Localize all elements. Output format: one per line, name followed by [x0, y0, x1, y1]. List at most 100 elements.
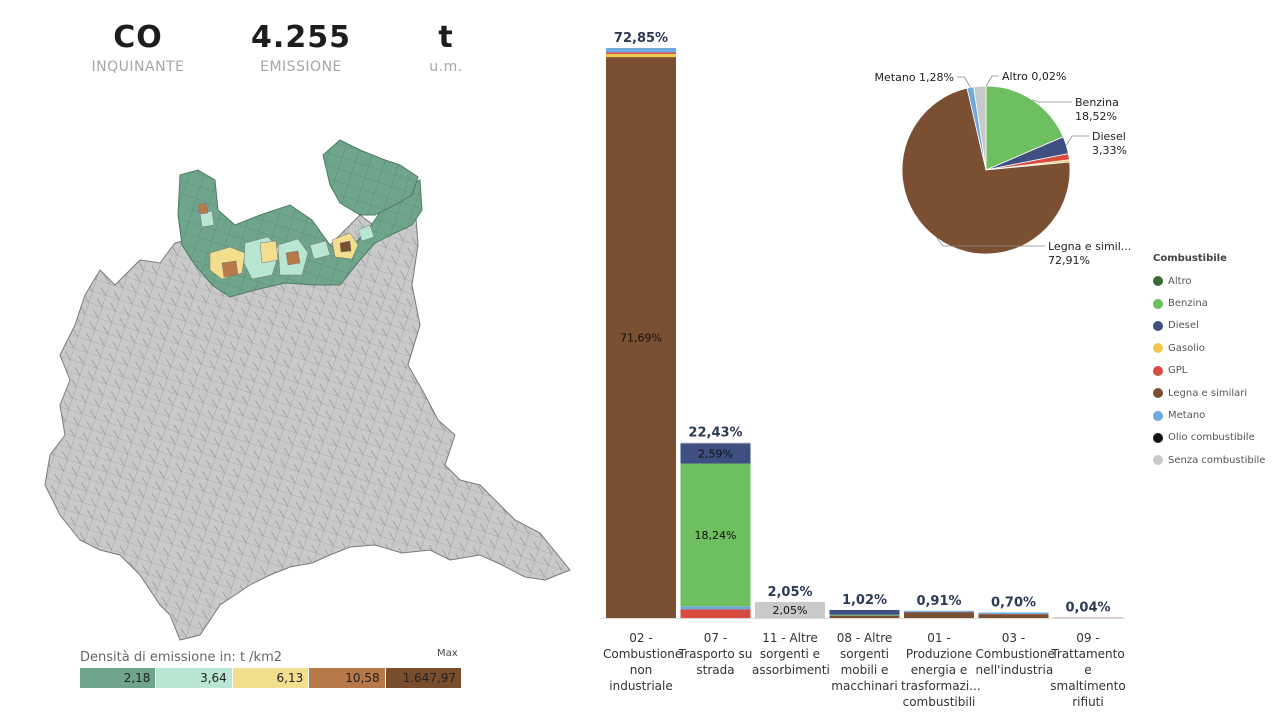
legend-segment-4[interactable]: 10,58 — [309, 668, 386, 688]
x-tick-label-line: 11 - Altre — [762, 631, 818, 645]
fuel-legend-item[interactable]: Altro — [1153, 270, 1273, 292]
x-tick-label-line: sorgenti e — [759, 647, 821, 661]
kpi-pollutant-value: CO — [113, 20, 163, 55]
pie-leader-line — [957, 76, 971, 88]
x-tick-label-line: rifiuti — [1072, 695, 1104, 709]
x-tick-label-line: nell'industria — [975, 663, 1054, 677]
pie-label-value: 3,33% — [1092, 144, 1127, 157]
region-north-peak — [322, 139, 419, 216]
bar-segment[interactable] — [829, 614, 900, 616]
bar-segment[interactable] — [680, 463, 751, 607]
bar-segment[interactable] — [680, 443, 751, 464]
x-tick-label: 03 - Combustione nell'industria — [975, 630, 1055, 678]
fuel-pie-chart[interactable]: Altro 0,02% Benzina 18,52% Diesel 3,33% Legna… — [860, 60, 1150, 280]
kpi-pollutant: CO INQUINANTE — [68, 20, 208, 75]
legend-dot-icon — [1153, 276, 1163, 287]
pie-label-value: 18,52% — [1075, 110, 1117, 123]
kpi-emission: 4.255 EMISSIONE — [231, 20, 371, 75]
pie-leader-line — [1065, 135, 1089, 146]
bar-segment[interactable] — [978, 614, 1049, 618]
kpi-emission-label: EMISSIONE — [260, 59, 342, 75]
x-tick-label: 11 - Altre sorgenti e assorbimenti — [752, 630, 830, 678]
legend-segment-1[interactable]: 2,18 — [80, 668, 157, 688]
pie-label-value: 72,91% — [1048, 254, 1090, 267]
bar-segment[interactable] — [904, 612, 974, 618]
legend-dot-icon — [1153, 455, 1163, 466]
pie-label: Legna e simil... 72,91% — [1048, 240, 1131, 267]
x-tick-label-line: Trasporto su — [678, 647, 753, 661]
bar-segment[interactable] — [680, 442, 751, 444]
fuel-legend-item[interactable]: Gasolio — [1153, 337, 1273, 359]
legend-segment-5[interactable]: 1.647,97 — [385, 668, 463, 688]
map-density-overlay — [197, 202, 375, 280]
bar-total-label: 1,02% — [842, 593, 887, 608]
fuel-legend-item[interactable]: Benzina — [1153, 292, 1273, 314]
sector-bar-chart[interactable]: 72,85% 71,69% 22,43% 18,24% 2,59% 2,05% 2,05% 1… — [595, 20, 1135, 720]
x-tick-label-line: Trattamento — [1051, 647, 1125, 661]
bar-segment[interactable] — [829, 615, 900, 618]
pie-label: Altro 0,02% — [1002, 70, 1066, 83]
fuel-legend-label: Olio combustibile — [1168, 432, 1255, 444]
fuel-legend-item[interactable]: Olio combustibile — [1153, 427, 1273, 449]
bar-segment[interactable] — [606, 57, 676, 619]
bar-segment[interactable] — [680, 606, 751, 610]
legend-segment-3[interactable]: 6,13 — [232, 668, 310, 688]
fuel-legend-label: Metano — [1168, 410, 1206, 422]
x-tick-label-line: non — [629, 663, 653, 677]
bar-segment-label: 2,05% — [773, 604, 808, 617]
map-legend-max: Max — [437, 648, 458, 659]
legend-dot-icon — [1153, 388, 1163, 399]
pie-slice[interactable] — [985, 85, 1064, 171]
kpi-unit: t u.m. — [376, 20, 516, 75]
x-tick-label-line: smaltimento — [1050, 679, 1126, 693]
legend-dot-icon — [1153, 410, 1163, 421]
bar-segment[interactable] — [829, 610, 900, 615]
legend-dot-icon — [1153, 432, 1163, 443]
bar-segment[interactable] — [606, 53, 676, 58]
fuel-legend-item[interactable]: Diesel — [1153, 315, 1273, 337]
fuel-legend-item[interactable]: Metano — [1153, 404, 1273, 426]
pie-leader-line — [936, 237, 1045, 247]
bar-segment[interactable] — [904, 610, 974, 613]
kpi-pollutant-label: INQUINANTE — [91, 59, 185, 75]
pie-leader-line — [985, 75, 999, 87]
legend-dot-icon — [1153, 320, 1163, 331]
legend-dot-icon — [1153, 365, 1163, 376]
x-tick-label-line: 01 - — [927, 631, 951, 645]
x-tick-label-line: e — [1084, 663, 1092, 677]
fuel-legend-label: Gasolio — [1168, 342, 1205, 354]
fuel-legend-label: GPL — [1168, 365, 1188, 377]
fuel-legend-item[interactable]: Senza combustibile — [1153, 449, 1273, 471]
fuel-legend-title: Combustibile — [1153, 253, 1227, 264]
x-tick-label-line: 03 - — [1001, 631, 1026, 645]
pie-slice[interactable] — [973, 85, 987, 171]
x-tick-label: 02 - Combustione non industriale — [603, 630, 683, 694]
pie-label: Metano 1,28% — [875, 71, 954, 84]
x-tick-label-line: Combustione — [603, 647, 683, 661]
pie-slice[interactable] — [901, 87, 1071, 255]
bar-segment[interactable] — [606, 52, 676, 54]
pie-leader-line — [1032, 99, 1072, 103]
x-tick-label-line: energia e — [910, 663, 968, 677]
pie-label-name: Legna e simil... — [1048, 240, 1131, 253]
x-tick-label-line: assorbimenti — [752, 663, 830, 677]
bar-segment[interactable] — [680, 609, 751, 618]
region-map-svg[interactable] — [40, 135, 580, 645]
kpi-unit-label: u.m. — [429, 59, 463, 75]
bar-segment-label: 18,24% — [695, 529, 737, 542]
bar-total-label: 2,05% — [767, 585, 812, 600]
bar-segment[interactable] — [606, 48, 676, 53]
kpi-emission-value: 4.255 — [251, 20, 351, 55]
bar-segment[interactable] — [755, 601, 825, 618]
x-tick-label-line: trasformazi... — [901, 679, 981, 693]
legend-segment-2[interactable]: 3,64 — [156, 668, 233, 688]
fuel-legend-item[interactable]: Legna e similari — [1153, 382, 1273, 404]
bar-total-label: 0,91% — [916, 594, 961, 609]
x-tick-label-line: macchinari — [831, 679, 898, 693]
bar-segment[interactable] — [978, 612, 1049, 615]
region-map[interactable] — [40, 135, 580, 645]
map-legend-bar: 2,18 3,64 6,13 10,58 1.647,97 — [80, 668, 463, 688]
fuel-legend-label: Legna e similari — [1168, 387, 1248, 399]
x-tick-label: 08 - Altre sorgenti mobili e macchinari — [827, 630, 903, 694]
fuel-legend-item[interactable]: GPL — [1153, 360, 1273, 382]
